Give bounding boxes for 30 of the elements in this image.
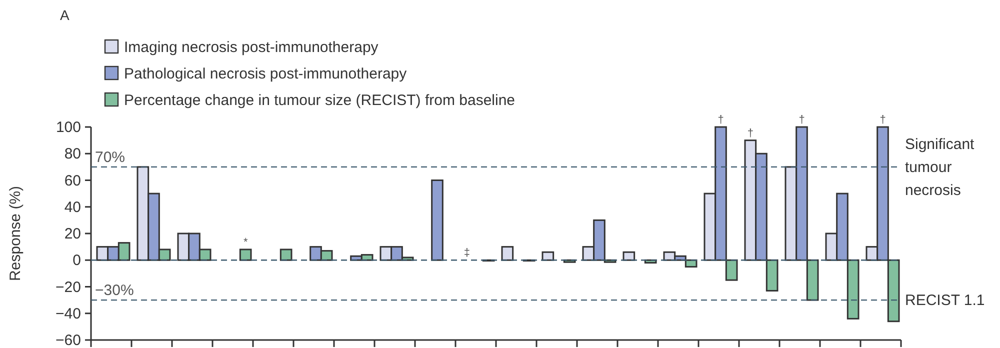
text: † bbox=[798, 114, 805, 126]
ref-line-label: RECIST 1.1 bbox=[905, 292, 985, 310]
y-tick-label: 60 bbox=[64, 172, 81, 190]
y-tick-label: −40 bbox=[56, 305, 81, 322]
bar bbox=[431, 180, 444, 261]
y-tick-label: 100 bbox=[56, 119, 81, 136]
bar bbox=[622, 251, 636, 261]
text: † bbox=[718, 114, 724, 126]
y-tick-label: −20 bbox=[56, 278, 81, 296]
legend-label: Pathological necrosis post-immunotherapy bbox=[124, 66, 408, 82]
y-tick-label: −60 bbox=[56, 332, 81, 348]
ref-line-label: Significant tumour necrosis bbox=[905, 136, 976, 199]
bar bbox=[280, 248, 292, 261]
annotation: −30% bbox=[95, 282, 134, 300]
bar bbox=[501, 246, 514, 261]
y-axis-title: Response (%) bbox=[7, 186, 24, 282]
legend-label: Imaging necrosis post-immunotherapy bbox=[124, 39, 379, 56]
y-tick-label: 80 bbox=[64, 146, 81, 163]
annotation: † bbox=[747, 127, 754, 140]
bar bbox=[542, 251, 554, 261]
annotation: 70% bbox=[95, 148, 126, 166]
legend-label: Percentage change in tumour size (RECIST) from baseline bbox=[124, 92, 516, 109]
y-tick-label: 20 bbox=[64, 226, 81, 242]
bar bbox=[239, 248, 252, 261]
y-tick-label: 40 bbox=[64, 198, 81, 216]
annotation: * bbox=[243, 236, 248, 248]
y-tick-label: 0 bbox=[72, 252, 81, 270]
annotation: ‡ bbox=[464, 247, 470, 260]
text: † bbox=[880, 114, 886, 126]
chart-title: A bbox=[60, 7, 70, 23]
